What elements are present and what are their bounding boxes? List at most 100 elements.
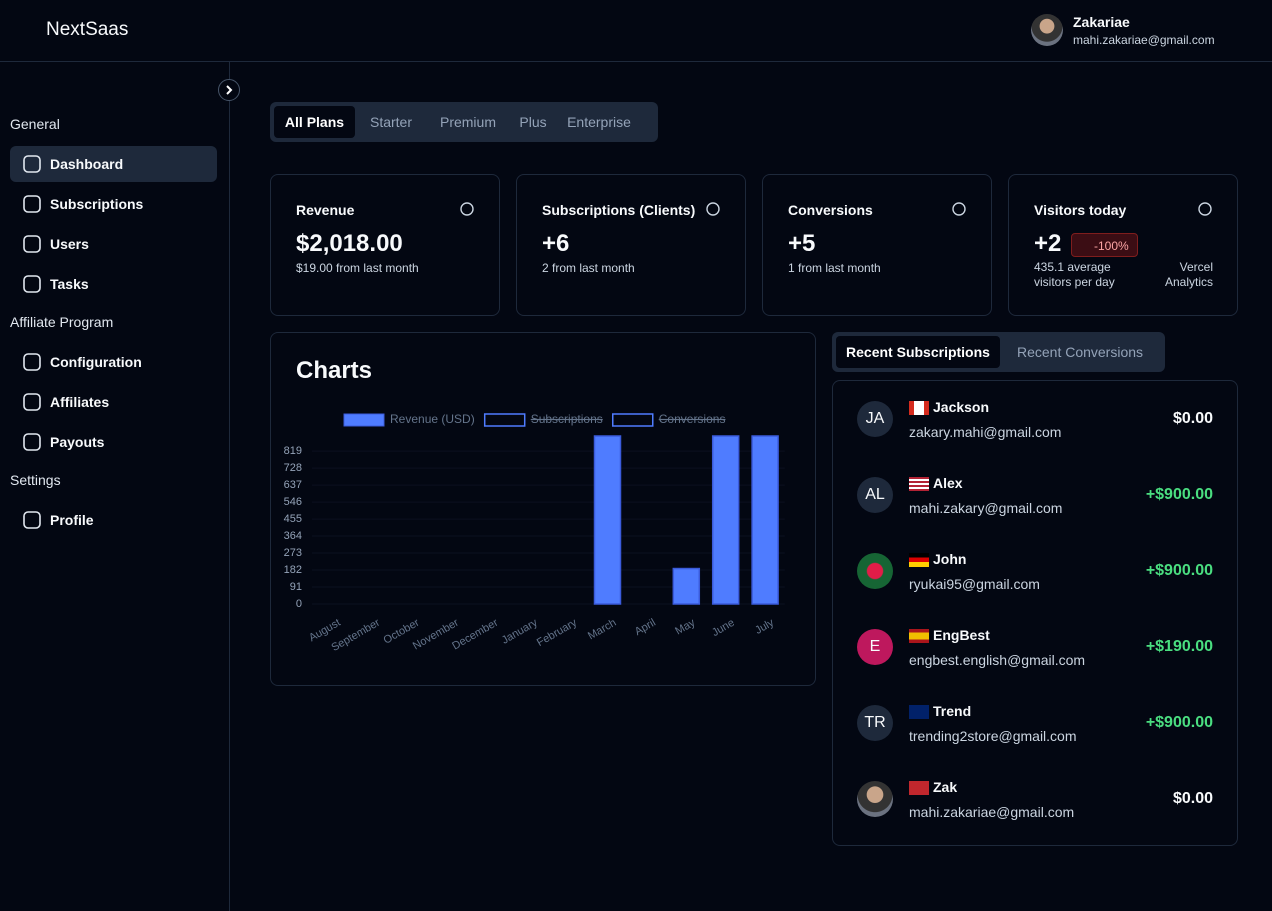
stat-card: Subscriptions (Clients) +6 2 from last mon…	[516, 174, 746, 316]
flag	[909, 629, 929, 643]
stat-value: +6	[542, 230, 570, 257]
avatar: TR	[857, 705, 893, 741]
sidebar: General Dashboard Subscriptions Users Tasks A…	[0, 62, 230, 911]
charts-title: Charts	[296, 357, 373, 384]
flag	[909, 553, 929, 567]
amount: +$190.00	[1145, 638, 1213, 655]
nav-icon	[23, 275, 41, 293]
list-tabs: Recent Subscriptions Recent Conversions	[832, 332, 1165, 372]
stat-note: 2 from last month	[542, 261, 635, 275]
icon	[460, 202, 474, 216]
nav-icon	[23, 353, 41, 371]
stat-value: +5	[788, 230, 816, 257]
icon	[952, 202, 966, 216]
nav-label: Affiliates	[50, 394, 110, 410]
user-email: mahi.zakariae@gmail.com	[1073, 33, 1215, 47]
recent-list: JA Jackson zakary.mahi@gmail.com $0.00 AL Ale…	[832, 380, 1238, 846]
nav-item[interactable]: Tasks	[10, 266, 217, 302]
flag	[909, 401, 929, 415]
stat-icon	[459, 201, 475, 217]
person-name: John	[933, 551, 967, 567]
nav-icon	[23, 393, 41, 411]
stat-note: 1 from last month	[788, 261, 881, 275]
nav-label: Configuration	[50, 354, 142, 370]
stat-card: Visitors today +2 -100% 435.1 average visit…	[1008, 174, 1238, 316]
nav-group-title: General	[10, 116, 60, 132]
person-name: Trend	[933, 703, 972, 719]
flag	[909, 705, 929, 719]
plan-tab[interactable]: Enterprise	[567, 114, 631, 130]
plan-tab[interactable]: Plus	[519, 114, 547, 130]
person-name: EngBest	[933, 627, 990, 643]
chevron-icon	[226, 85, 233, 95]
person-email: mahi.zakariae@gmail.com	[909, 804, 1075, 820]
stat-title: Visitors today	[1034, 202, 1127, 218]
collapse-button[interactable]	[218, 79, 240, 101]
nav-item[interactable]: Affiliates	[10, 384, 217, 420]
user-avatar[interactable]	[1031, 14, 1063, 46]
avatar	[857, 781, 893, 817]
person-name: Jackson	[933, 399, 990, 415]
icon	[706, 202, 720, 216]
amount: +$900.00	[1145, 714, 1213, 731]
person-email: zakary.mahi@gmail.com	[909, 424, 1062, 440]
nav-label: Users	[50, 236, 89, 252]
amount: $0.00	[1172, 410, 1213, 427]
flag	[909, 477, 929, 491]
avatar: JA	[857, 401, 893, 437]
person-name: Zak	[933, 779, 958, 795]
person-email: mahi.zakary@gmail.com	[909, 500, 1063, 516]
header: NextSaas Zakariae mahi.zakariae@gmail.co…	[0, 0, 1272, 62]
icon	[1198, 202, 1212, 216]
plan-tab[interactable]: Premium	[439, 114, 496, 130]
amount: $0.00	[1172, 790, 1213, 807]
stat-badge: -100%	[1071, 233, 1138, 257]
person-name: Alex	[933, 475, 963, 491]
nav-icon	[23, 235, 41, 253]
list-tab[interactable]: Recent Subscriptions	[836, 336, 1000, 368]
brand[interactable]: NextSaas	[46, 19, 129, 40]
stat-title: Revenue	[296, 202, 355, 218]
amount: +$900.00	[1145, 486, 1213, 503]
plan-tab[interactable]: All Plans	[274, 106, 355, 138]
stat-value: +2	[1034, 230, 1062, 257]
nav-icon	[23, 155, 41, 173]
nav-icon	[23, 511, 41, 529]
stat-link[interactable]: Vercel Analytics	[1164, 260, 1213, 289]
nav-icon	[23, 195, 41, 213]
stat-icon	[951, 201, 967, 217]
stat-card: Conversions +5 1 from last month	[762, 174, 992, 316]
avatar	[857, 553, 893, 589]
nav-group-title: Settings	[10, 472, 61, 488]
stat-icon	[705, 201, 721, 217]
user-name: Zakariae	[1073, 14, 1130, 30]
stat-title: Conversions	[788, 202, 873, 218]
amount: +$900.00	[1145, 562, 1213, 579]
plan-tab[interactable]: Starter	[369, 114, 412, 130]
stat-card: Revenue $2,018.00 $19.00 from last month	[270, 174, 500, 316]
person-email: engbest.english@gmail.com	[909, 652, 1086, 668]
nav-item[interactable]: Dashboard	[10, 146, 217, 182]
stat-note: 435.1 average visitors per day	[1034, 260, 1115, 289]
nav-item[interactable]: Payouts	[10, 424, 217, 460]
nav-icon	[23, 433, 41, 451]
avatar: E	[857, 629, 893, 665]
nav-item[interactable]: Configuration	[10, 344, 217, 380]
nav-item[interactable]: Profile	[10, 502, 217, 538]
plan-tabs: All Plans Starter Premium Plus Enterprise	[270, 102, 658, 142]
stat-note: $19.00 from last month	[296, 261, 419, 275]
avatar: AL	[857, 477, 893, 513]
nav-label: Subscriptions	[50, 196, 144, 212]
nav-item[interactable]: Subscriptions	[10, 186, 217, 222]
nav-label: Dashboard	[50, 156, 124, 172]
list-tab[interactable]: Recent Conversions	[1016, 344, 1144, 360]
nav-label: Profile	[50, 512, 94, 528]
stat-icon	[1197, 201, 1213, 217]
nav-item[interactable]: Users	[10, 226, 217, 262]
stat-value: $2,018.00	[296, 230, 403, 257]
person-email: trending2store@gmail.com	[909, 728, 1077, 744]
nav-label: Tasks	[50, 276, 89, 292]
stat-title: Subscriptions (Clients)	[542, 202, 696, 218]
person-email: ryukai95@gmail.com	[909, 576, 1040, 592]
